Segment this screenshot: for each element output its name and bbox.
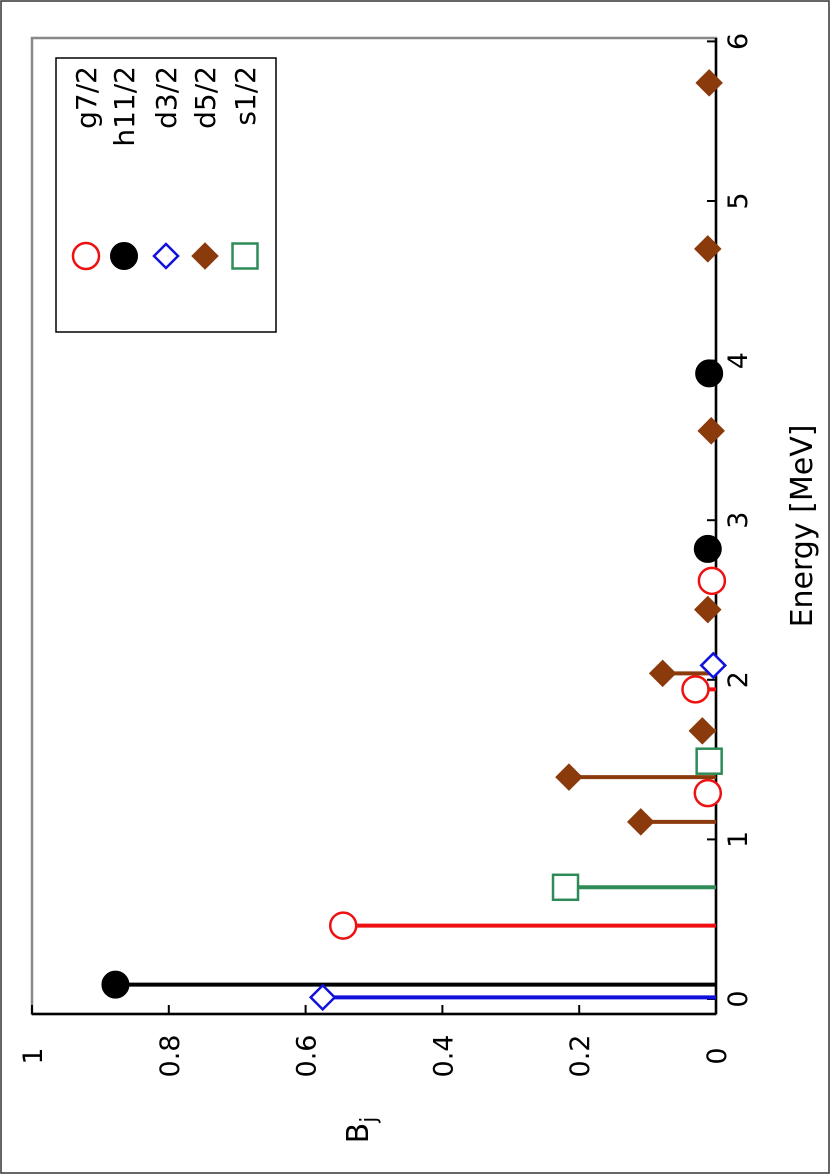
data-point-marker xyxy=(697,417,725,445)
data-point-marker xyxy=(555,763,583,791)
data-point-marker xyxy=(693,534,722,563)
data-point-marker xyxy=(694,595,722,624)
y-tick-label: 0.6 xyxy=(292,1035,323,1078)
legend-marker xyxy=(152,242,180,270)
y-axis-title-subscript: j xyxy=(357,1117,382,1124)
x-axis-title: Energy [MeV] xyxy=(785,425,820,628)
data-point-marker xyxy=(551,873,580,902)
x-tick-label: 3 xyxy=(723,512,754,529)
legend-label: d3/2 xyxy=(150,66,183,129)
legend-label: g7/2 xyxy=(70,66,103,129)
legend-label: d5/2 xyxy=(189,66,222,129)
legend-marker xyxy=(110,242,138,270)
data-point-marker xyxy=(695,69,723,97)
data-point-marker xyxy=(681,675,710,704)
x-tick-label: 5 xyxy=(723,192,754,209)
data-point-marker xyxy=(101,970,130,999)
legend: g7/2 h11/2 d3/2 d5/2 s1/2 xyxy=(55,57,277,333)
legend-marker xyxy=(191,242,219,270)
data-point-marker xyxy=(694,235,722,263)
x-axis-ticks: 0 1 2 3 4 5 6 xyxy=(707,33,754,1008)
legend-label: s1/2 xyxy=(229,66,262,126)
legend-marker xyxy=(231,242,259,270)
data-point-marker xyxy=(688,717,717,745)
data-markers xyxy=(101,69,728,1012)
data-point-marker xyxy=(328,911,358,940)
y-axis-title: Bj xyxy=(341,1117,382,1144)
legend-label: h11/2 xyxy=(108,66,141,147)
data-point-marker xyxy=(695,747,723,775)
x-tick-label: 2 xyxy=(723,671,754,688)
y-axis-title-main: B xyxy=(341,1123,376,1144)
legend-box xyxy=(55,57,277,333)
y-tick-label: 0 xyxy=(702,1047,733,1064)
svg-text:Bj: Bj xyxy=(341,1117,382,1144)
y-tick-label: 0.2 xyxy=(565,1035,596,1078)
x-tick-label: 1 xyxy=(723,831,754,848)
y-tick-label: 1 xyxy=(18,1047,49,1064)
x-tick-label: 0 xyxy=(723,990,754,1007)
x-tick-label: 6 xyxy=(723,33,754,50)
data-point-marker xyxy=(699,651,728,680)
data-point-marker xyxy=(308,983,337,1012)
data-point-marker xyxy=(626,808,655,836)
legend-marker xyxy=(71,241,101,271)
x-tick-label: 4 xyxy=(723,352,754,369)
data-point-marker xyxy=(695,359,724,388)
data-point-marker xyxy=(648,659,677,688)
y-tick-label: 0.4 xyxy=(428,1035,459,1078)
data-point-marker xyxy=(697,566,727,596)
data-point-marker xyxy=(693,778,723,808)
y-axis-ticks: 0 0.2 0.4 0.6 0.8 1 xyxy=(18,1005,733,1077)
y-tick-label: 0.8 xyxy=(155,1035,186,1078)
